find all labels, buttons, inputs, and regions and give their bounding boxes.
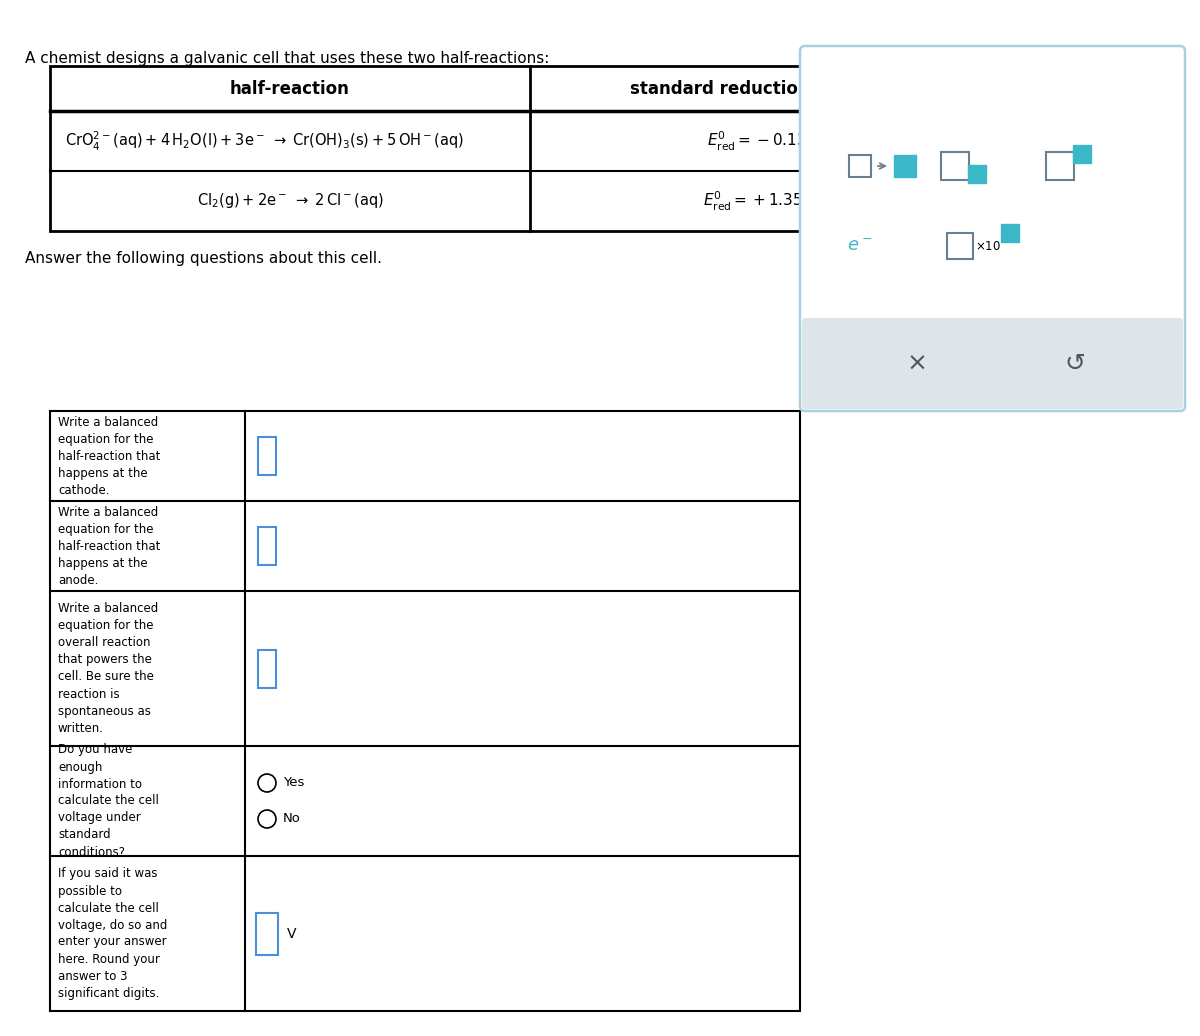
- FancyBboxPatch shape: [802, 318, 1183, 409]
- Circle shape: [258, 774, 276, 792]
- Text: $\times 10$: $\times 10$: [976, 239, 1001, 253]
- Circle shape: [258, 810, 276, 828]
- FancyBboxPatch shape: [968, 165, 986, 183]
- Text: $\mathrm{CrO_4^{2-}(aq)+4\,H_2O(l)+3e^-}$$\;\rightarrow\;$$\mathrm{Cr(OH)_3(s)+5: $\mathrm{CrO_4^{2-}(aq)+4\,H_2O(l)+3e^-}…: [65, 130, 464, 152]
- Text: Do you have
enough
information to
calculate the cell
voltage under
standard
cond: Do you have enough information to calcul…: [58, 744, 158, 859]
- Text: Write a balanced
equation for the
half-reaction that
happens at the
anode.: Write a balanced equation for the half-r…: [58, 506, 161, 586]
- Text: standard reduction potential: standard reduction potential: [630, 80, 900, 97]
- Text: Answer the following questions about this cell.: Answer the following questions about thi…: [25, 251, 382, 266]
- Text: $E^0_{\mathrm{red}}=+1.359\;\mathrm{V}$: $E^0_{\mathrm{red}}=+1.359\;\mathrm{V}$: [703, 190, 827, 212]
- Text: Write a balanced
equation for the
overall reaction
that powers the
cell. Be sure: Write a balanced equation for the overal…: [58, 603, 158, 735]
- FancyBboxPatch shape: [50, 411, 800, 1011]
- Text: $\mathrm{Cl_2(g)+2e^-\;\rightarrow\;2\,Cl^-(aq)}$: $\mathrm{Cl_2(g)+2e^-\;\rightarrow\;2\,C…: [197, 192, 384, 210]
- Text: Yes: Yes: [283, 777, 305, 789]
- Text: half-reaction: half-reaction: [230, 80, 350, 97]
- Text: ×: ×: [907, 351, 928, 375]
- FancyBboxPatch shape: [50, 66, 1000, 231]
- Text: Write a balanced
equation for the
half-reaction that
happens at the
cathode.: Write a balanced equation for the half-r…: [58, 415, 161, 496]
- Text: $E^0_{\mathrm{red}}=-0.13\;\mathrm{V}$: $E^0_{\mathrm{red}}=-0.13\;\mathrm{V}$: [707, 130, 823, 152]
- FancyBboxPatch shape: [850, 155, 871, 177]
- FancyBboxPatch shape: [256, 913, 278, 954]
- Text: ↺: ↺: [1064, 351, 1086, 375]
- Text: V: V: [287, 926, 296, 941]
- Text: No: No: [283, 812, 301, 826]
- FancyBboxPatch shape: [947, 233, 973, 259]
- Text: If you said it was
possible to
calculate the cell
voltage, do so and
enter your : If you said it was possible to calculate…: [58, 867, 167, 1000]
- FancyBboxPatch shape: [258, 650, 276, 688]
- FancyBboxPatch shape: [894, 155, 916, 177]
- FancyBboxPatch shape: [258, 527, 276, 565]
- Text: A chemist designs a galvanic cell that uses these two half-reactions:: A chemist designs a galvanic cell that u…: [25, 51, 550, 66]
- FancyBboxPatch shape: [1001, 224, 1019, 242]
- FancyBboxPatch shape: [1046, 152, 1074, 180]
- FancyBboxPatch shape: [258, 437, 276, 474]
- FancyBboxPatch shape: [800, 46, 1186, 411]
- Text: $e^-$: $e^-$: [847, 237, 872, 255]
- FancyBboxPatch shape: [941, 152, 970, 180]
- FancyBboxPatch shape: [1073, 145, 1091, 163]
